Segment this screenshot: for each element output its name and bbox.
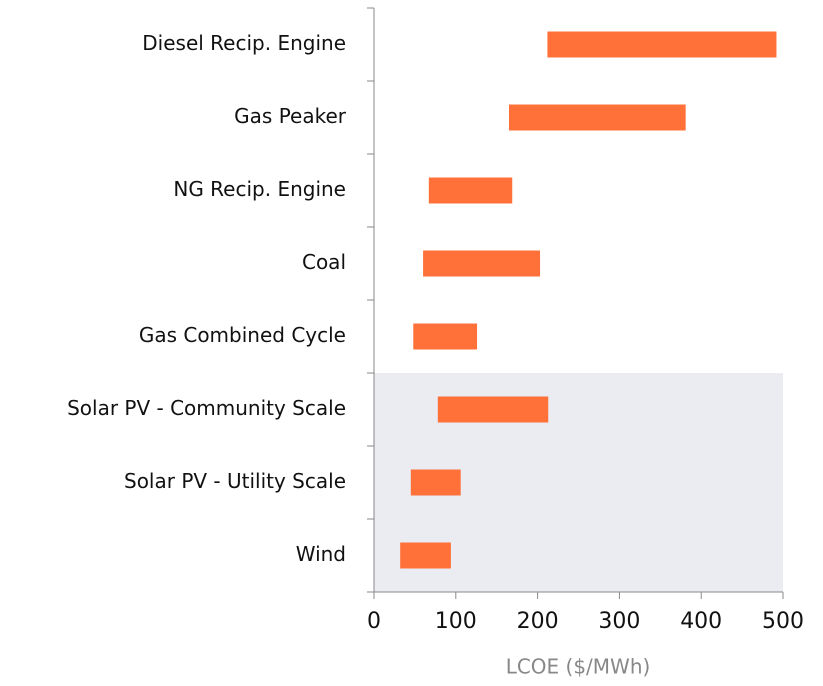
category-label: Gas Combined Cycle — [139, 323, 346, 347]
category-label: Wind — [296, 542, 346, 566]
x-tick-label: 300 — [598, 609, 640, 634]
category-label: NG Recip. Engine — [173, 177, 346, 201]
category-label: Solar PV - Community Scale — [67, 396, 346, 420]
x-axis-label: LCOE ($/MWh) — [506, 655, 651, 679]
range-bar — [508, 104, 686, 131]
category-label: Solar PV - Utility Scale — [124, 469, 346, 493]
x-tick-label: 100 — [435, 609, 477, 634]
x-tick-label: 400 — [680, 609, 722, 634]
range-bar — [437, 396, 549, 423]
category-label: Gas Peaker — [234, 104, 347, 128]
x-tick-label: 500 — [762, 609, 804, 634]
category-label: Coal — [302, 250, 346, 274]
range-bar — [547, 31, 777, 58]
range-bar — [410, 469, 461, 496]
x-tick-label: 0 — [367, 609, 381, 634]
range-bar — [428, 177, 513, 204]
range-bar — [423, 250, 541, 277]
category-label: Diesel Recip. Engine — [142, 31, 346, 55]
range-bar — [413, 323, 478, 350]
x-tick-label: 200 — [517, 609, 559, 634]
range-bar — [400, 542, 451, 569]
